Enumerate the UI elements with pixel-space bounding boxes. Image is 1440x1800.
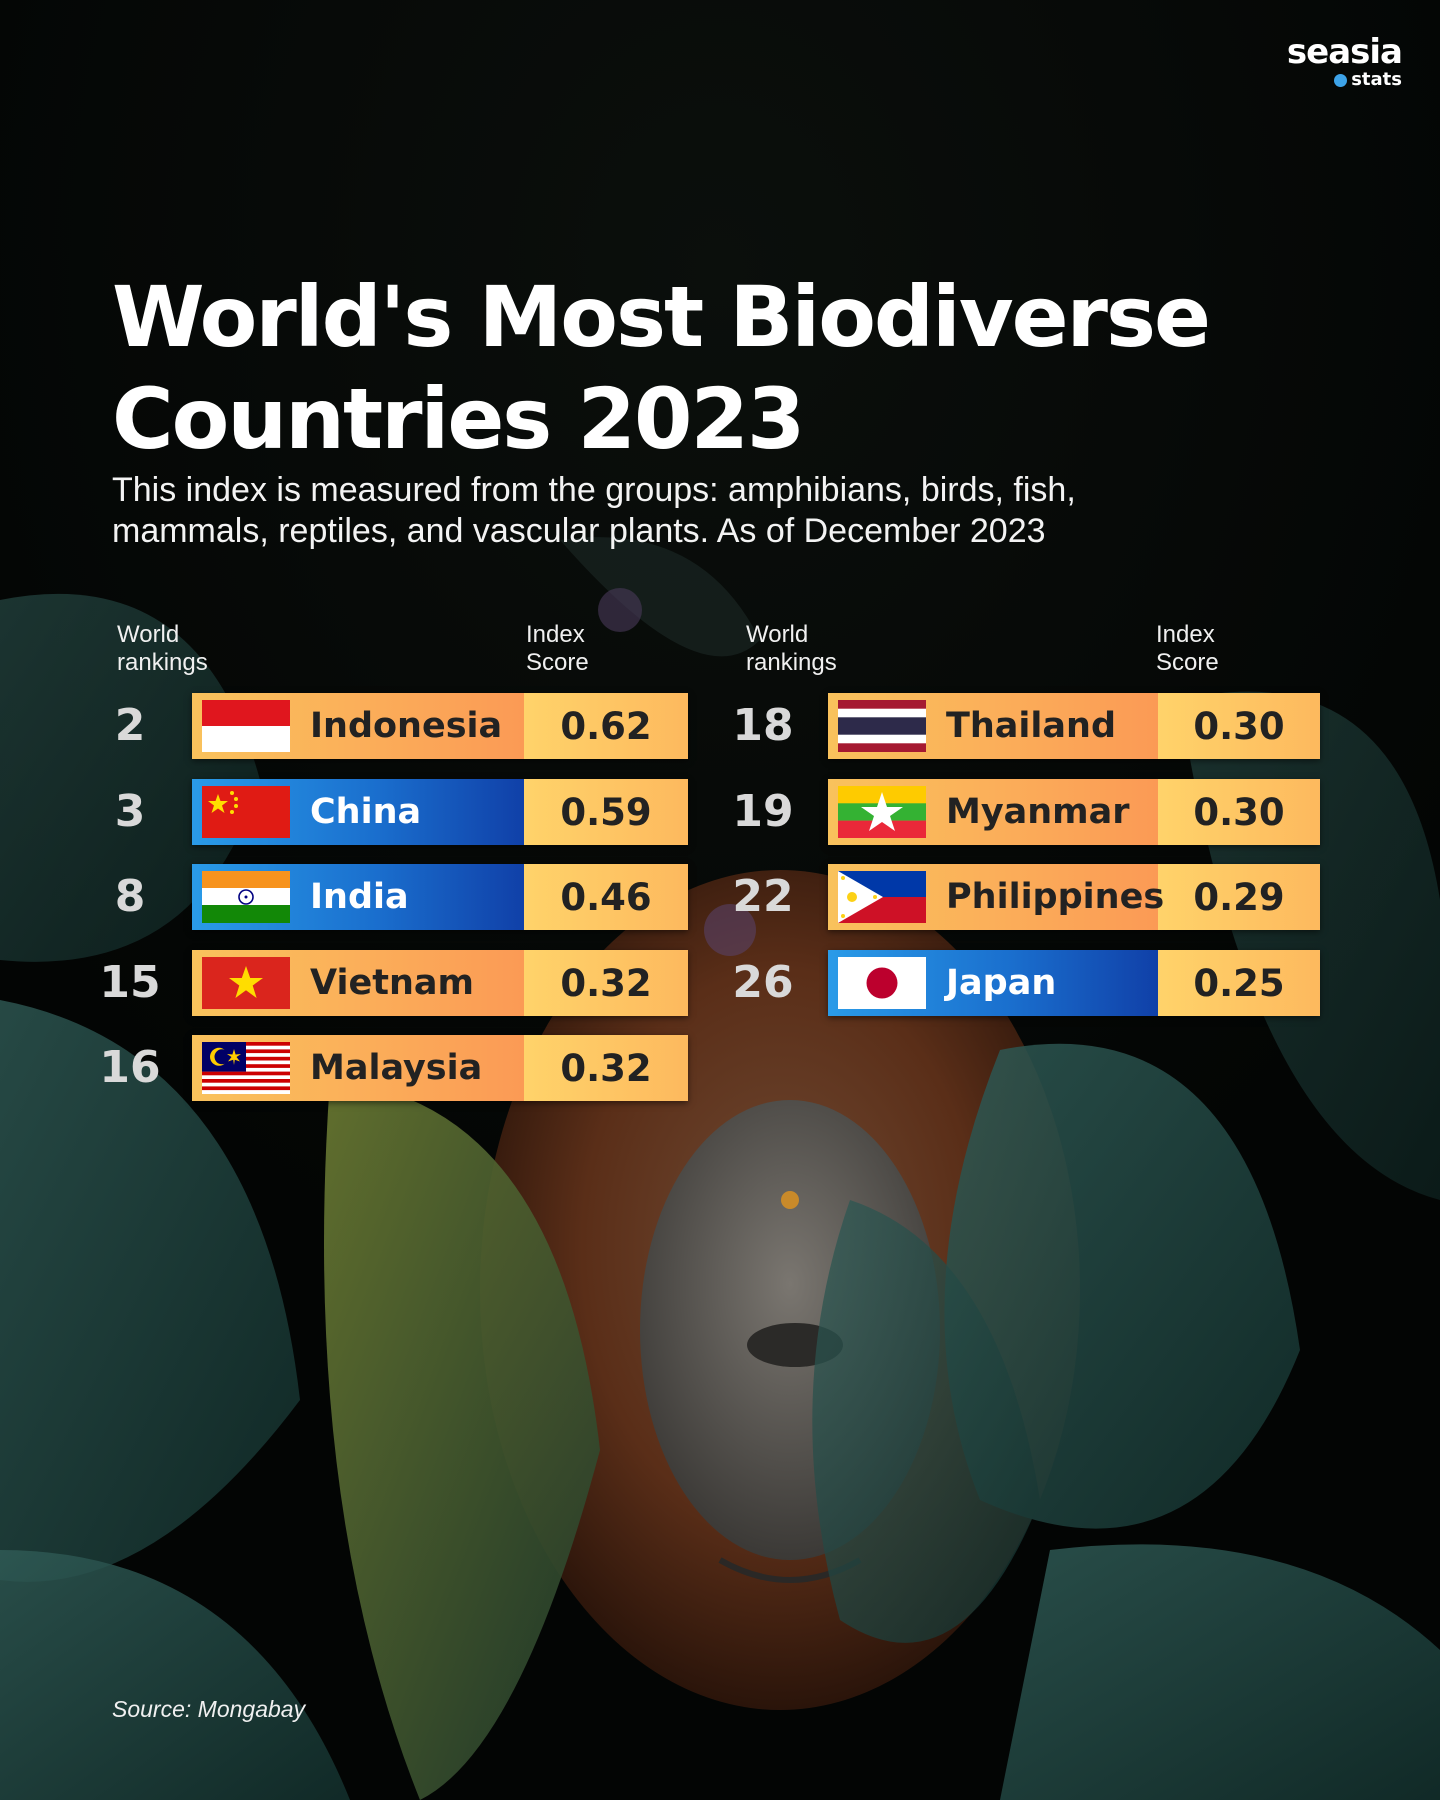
table-row: 18 Thailand 0.30: [0, 693, 1440, 759]
page-title: World's Most Biodiverse Countries 2023: [112, 266, 1352, 470]
country-name: Vietnam: [310, 963, 474, 1003]
country-bar: Philippines 0.29: [828, 864, 1320, 930]
india-flag-icon: [202, 871, 290, 923]
china-flag-icon: [202, 786, 290, 838]
brand-sub: stats: [1287, 70, 1402, 90]
country-name-cell: Thailand: [828, 693, 1158, 759]
score-header-line-1: Index: [526, 621, 585, 648]
rank-header-right: World rankings: [746, 621, 866, 677]
myanmar-flag-icon: [838, 786, 926, 838]
rank-header-left: World rankings: [117, 621, 237, 677]
country-name: Philippines: [946, 877, 1165, 917]
table-row: 15 Vietnam 0.32: [0, 950, 1440, 1016]
world-rank: 2: [114, 700, 146, 751]
country-name-cell: Japan: [828, 950, 1158, 1016]
world-rank: 26: [732, 957, 794, 1008]
score-header-line-2: Score: [526, 649, 589, 676]
country-name: Thailand: [946, 706, 1116, 746]
index-score: 0.46: [524, 864, 688, 930]
index-score: 0.32: [524, 1035, 688, 1101]
index-score: 0.29: [1158, 864, 1320, 930]
brand-name: seasia: [1286, 32, 1403, 72]
country-name-cell: China: [192, 779, 524, 845]
score-header-right: Index Score: [1156, 621, 1276, 677]
country-name-cell: Indonesia: [192, 693, 524, 759]
rank-header-line-2: rankings: [746, 649, 837, 676]
country-name: Indonesia: [310, 706, 503, 746]
table-row: 26 Japan 0.25: [0, 950, 1440, 1016]
subtitle: This index is measured from the groups: …: [112, 470, 1212, 552]
index-score: 0.30: [1158, 693, 1320, 759]
indonesia-flag-icon: [202, 700, 290, 752]
country-name: India: [310, 877, 409, 917]
index-score: 0.25: [1158, 950, 1320, 1016]
world-rank: 15: [99, 957, 161, 1008]
country-bar: Myanmar 0.30: [828, 779, 1320, 845]
source-note: Source: Mongabay: [112, 1696, 306, 1722]
country-bar: Malaysia 0.32: [192, 1035, 688, 1101]
index-score: 0.59: [524, 779, 688, 845]
world-rank: 18: [732, 700, 794, 751]
table-row: 8 India 0.46: [0, 864, 1440, 930]
country-bar: Thailand 0.30: [828, 693, 1320, 759]
table-row: 22 Philippines 0.29: [0, 864, 1440, 930]
country-name-cell: Philippines: [828, 864, 1164, 930]
malaysia-flag-icon: [202, 1042, 290, 1094]
rank-header-line-1: World: [746, 621, 809, 648]
score-header-left: Index Score: [526, 621, 646, 677]
index-score: 0.62: [524, 693, 688, 759]
score-header-line-1: Index: [1156, 621, 1215, 648]
world-rank: 8: [114, 871, 146, 922]
japan-flag-icon: [838, 957, 926, 1009]
rank-header-line-2: rankings: [117, 649, 208, 676]
index-score: 0.30: [1158, 779, 1320, 845]
world-rank: 16: [99, 1042, 161, 1093]
world-rank: 3: [114, 786, 146, 837]
country-name: Myanmar: [946, 792, 1130, 832]
philippines-flag-icon: [838, 871, 926, 923]
world-rank: 19: [732, 786, 794, 837]
brand-sub-text: stats: [1351, 69, 1402, 90]
country-bar: China 0.59: [192, 779, 688, 845]
table-row: 16 Malaysia 0.32: [0, 1035, 1440, 1101]
world-rank: 22: [732, 871, 794, 922]
vietnam-flag-icon: [202, 957, 290, 1009]
table-row: 19 Myanmar 0.30: [0, 779, 1440, 845]
country-name-cell: India: [192, 864, 524, 930]
country-name: Malaysia: [310, 1048, 483, 1088]
title-line-1: World's Most Biodiverse: [112, 268, 1211, 366]
country-bar: Vietnam 0.32: [192, 950, 688, 1016]
country-name: China: [310, 792, 422, 832]
index-score: 0.32: [524, 950, 688, 1016]
table-row: 2 Indonesia 0.62: [0, 693, 1440, 759]
table-row: 3 China 0.59: [0, 779, 1440, 845]
subtitle-line-1: This index is measured from the groups: …: [112, 471, 1076, 509]
country-name-cell: Malaysia: [192, 1035, 524, 1101]
country-name: Japan: [946, 963, 1057, 1003]
rank-header-line-1: World: [117, 621, 180, 648]
country-name-cell: Myanmar: [828, 779, 1158, 845]
brand-dot-icon: [1334, 73, 1348, 87]
country-bar: India 0.46: [192, 864, 688, 930]
title-line-2: Countries 2023: [112, 370, 805, 468]
country-bar: Japan 0.25: [828, 950, 1320, 1016]
country-bar: Indonesia 0.62: [192, 693, 688, 759]
brand-logo: seasia stats: [1286, 32, 1403, 90]
thailand-flag-icon: [838, 700, 926, 752]
subtitle-line-2: mammals, reptiles, and vascular plants. …: [112, 512, 1046, 550]
country-name-cell: Vietnam: [192, 950, 524, 1016]
score-header-line-2: Score: [1156, 649, 1219, 676]
